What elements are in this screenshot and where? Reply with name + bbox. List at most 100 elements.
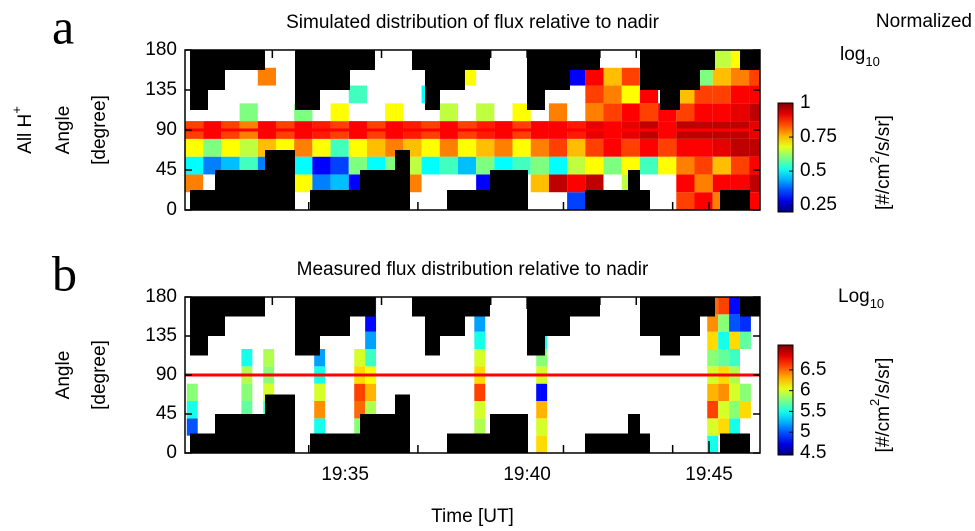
heat-cell bbox=[314, 401, 326, 419]
coverage-mask bbox=[412, 50, 490, 110]
heat-cell bbox=[457, 156, 477, 175]
heat-cell bbox=[312, 174, 331, 193]
y-tick-label: 45 bbox=[156, 403, 177, 424]
heat-cell bbox=[439, 103, 458, 122]
coverage-mask bbox=[295, 50, 375, 110]
heat-cell bbox=[712, 156, 731, 175]
heat-cell bbox=[365, 401, 377, 419]
heat-cell bbox=[585, 67, 604, 86]
heat-cell bbox=[530, 138, 549, 157]
scale-text: log bbox=[840, 44, 865, 65]
heat-cell bbox=[263, 383, 275, 401]
heat-cell bbox=[476, 174, 495, 193]
heat-cell bbox=[676, 138, 695, 157]
heat-cell bbox=[365, 314, 377, 332]
heat-cell bbox=[354, 418, 366, 436]
heat-cell bbox=[707, 331, 719, 349]
heat-cell bbox=[221, 138, 240, 157]
heat-cell bbox=[474, 349, 486, 367]
heat-cell bbox=[330, 103, 349, 122]
heat-cell bbox=[749, 138, 760, 157]
heat-cell bbox=[603, 138, 622, 157]
heat-cell bbox=[585, 103, 604, 122]
heat-cell bbox=[536, 418, 548, 436]
heat-cell bbox=[718, 383, 730, 401]
scale-text: Log bbox=[838, 286, 870, 307]
heat-cell bbox=[294, 138, 313, 157]
heat-cell bbox=[421, 138, 440, 157]
colorbar-tick-label: 6.5 bbox=[800, 359, 826, 380]
heat-cell bbox=[314, 418, 326, 436]
heat-cell bbox=[186, 401, 198, 419]
coverage-mask bbox=[720, 190, 750, 210]
heat-cell bbox=[603, 103, 622, 122]
heat-cell bbox=[536, 435, 548, 453]
heat-cell bbox=[439, 138, 458, 157]
coverage-mask bbox=[190, 394, 295, 453]
heat-cell bbox=[314, 349, 326, 367]
heat-cell bbox=[314, 383, 326, 401]
heat-cell bbox=[739, 401, 751, 419]
heat-cell bbox=[694, 156, 713, 175]
coverage-mask bbox=[527, 50, 600, 110]
coverage-mask bbox=[585, 414, 650, 453]
heat-cell bbox=[476, 103, 495, 122]
coverage-mask bbox=[740, 297, 760, 317]
heat-cell bbox=[718, 401, 730, 419]
x-tick-label: 19:40 bbox=[503, 464, 551, 485]
heat-cell bbox=[365, 349, 377, 367]
colorbar-units: [#/cm2/s/sr] bbox=[867, 115, 894, 210]
colorbar-units: [#/cm2/s/sr] bbox=[867, 358, 894, 453]
y-tick-label: 135 bbox=[145, 79, 177, 100]
units-sup: 2 bbox=[867, 156, 882, 163]
coverage-mask bbox=[190, 150, 295, 210]
heat-cell bbox=[186, 418, 198, 436]
coverage-mask bbox=[190, 297, 265, 356]
colorbar bbox=[777, 344, 794, 456]
heat-cell bbox=[476, 156, 495, 175]
heat-cell bbox=[639, 103, 659, 122]
colorbar bbox=[777, 102, 794, 213]
heat-cell bbox=[718, 349, 730, 367]
units-text: [#/cm bbox=[873, 163, 894, 209]
heat-cell bbox=[474, 331, 486, 349]
heat-cell bbox=[257, 67, 276, 86]
colorbar-tick-label: 0.25 bbox=[800, 194, 837, 215]
coverage-mask bbox=[640, 50, 715, 110]
heat-cell bbox=[536, 401, 548, 419]
coverage-mask bbox=[740, 50, 760, 70]
heat-cell bbox=[330, 156, 349, 175]
row-label-text: All H bbox=[15, 114, 36, 154]
heat-cell bbox=[749, 192, 760, 210]
heat-cell bbox=[603, 67, 622, 86]
coverage-mask bbox=[412, 297, 490, 356]
heat-cell bbox=[739, 331, 751, 349]
heat-cell bbox=[457, 138, 477, 157]
coverage-mask bbox=[720, 433, 750, 453]
heat-cell bbox=[330, 174, 349, 193]
heat-cell bbox=[585, 156, 604, 175]
heat-cell bbox=[707, 349, 719, 367]
heat-cell bbox=[712, 85, 731, 104]
heat-cell bbox=[185, 156, 204, 175]
heat-cell bbox=[567, 192, 586, 210]
panel-label: a bbox=[52, 0, 74, 54]
heat-cell bbox=[749, 174, 760, 193]
heat-cell bbox=[729, 331, 740, 349]
heat-cell bbox=[718, 314, 730, 332]
heat-cell bbox=[474, 401, 486, 419]
coverage-mask bbox=[295, 297, 375, 356]
heat-cell bbox=[712, 138, 731, 157]
y-tick-label: 0 bbox=[166, 442, 177, 463]
heat-cell bbox=[729, 401, 740, 419]
heat-cell bbox=[707, 314, 719, 332]
heat-cell bbox=[718, 297, 730, 315]
scale-sub: 10 bbox=[865, 54, 879, 69]
heat-cell bbox=[530, 174, 549, 193]
y-tick-label: 90 bbox=[156, 119, 177, 140]
units-text: /s/sr] bbox=[873, 358, 894, 399]
heat-cell bbox=[603, 156, 622, 175]
y-axis-label: [degree] bbox=[89, 95, 110, 165]
coverage-mask bbox=[310, 150, 410, 210]
coverage-mask bbox=[640, 297, 715, 356]
